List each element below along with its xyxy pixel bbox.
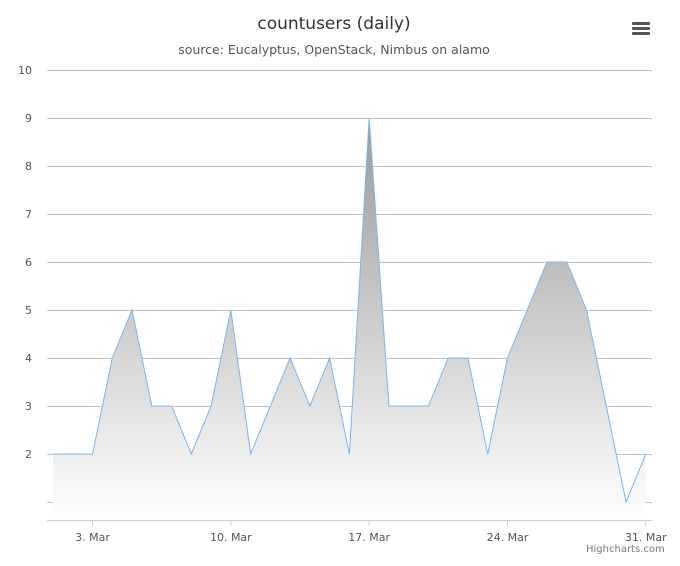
data-point[interactable] — [406, 403, 412, 409]
data-point[interactable] — [366, 115, 372, 121]
y-tick-label: 2 — [25, 448, 32, 461]
y-tick-label: 8 — [25, 160, 32, 173]
data-point[interactable] — [228, 307, 234, 313]
data-point[interactable] — [603, 403, 609, 409]
y-tick-label: 5 — [25, 304, 32, 317]
data-point[interactable] — [149, 403, 155, 409]
y-tick-label: 6 — [25, 256, 32, 269]
y-tick-label: 10 — [18, 64, 32, 77]
data-point[interactable] — [465, 355, 471, 361]
data-point[interactable] — [90, 451, 96, 457]
data-point[interactable] — [307, 403, 313, 409]
data-point[interactable] — [346, 451, 352, 457]
data-point[interactable] — [327, 355, 333, 361]
data-point[interactable] — [70, 451, 76, 457]
data-point[interactable] — [445, 355, 451, 361]
data-point[interactable] — [524, 307, 530, 313]
data-point[interactable] — [267, 403, 273, 409]
x-tick-label: 10. Mar — [210, 531, 252, 544]
data-point[interactable] — [169, 403, 175, 409]
y-tick-label: 3 — [25, 400, 32, 413]
x-tick-label: 17. Mar — [348, 531, 390, 544]
chart-title: countusers (daily) — [257, 14, 411, 34]
x-tick-label: 24. Mar — [487, 531, 529, 544]
data-point[interactable] — [188, 451, 194, 457]
x-tick-label: 31. Mar — [625, 531, 667, 544]
data-point[interactable] — [485, 451, 491, 457]
data-point[interactable] — [287, 355, 293, 361]
y-tick-label: 9 — [25, 112, 32, 125]
data-point[interactable] — [129, 307, 135, 313]
area-fill — [53, 118, 646, 520]
y-tick-label: 4 — [25, 352, 32, 365]
data-point[interactable] — [50, 451, 56, 457]
data-point[interactable] — [425, 403, 431, 409]
data-point[interactable] — [248, 451, 254, 457]
hamburger-menu-icon[interactable] — [628, 18, 654, 40]
y-tick-label: 7 — [25, 208, 32, 221]
data-point[interactable] — [623, 499, 629, 505]
series-line — [53, 117, 647, 504]
data-point[interactable] — [208, 403, 214, 409]
credits-link[interactable]: Highcharts.com — [586, 544, 665, 555]
data-point[interactable] — [643, 451, 649, 457]
x-tick-label: 3. Mar — [75, 531, 110, 544]
data-point[interactable] — [544, 259, 550, 265]
data-point[interactable] — [109, 355, 115, 361]
data-point[interactable] — [386, 403, 392, 409]
data-point[interactable] — [584, 307, 590, 313]
data-point[interactable] — [504, 355, 510, 361]
chart-subtitle: source: Eucalyptus, OpenStack, Nimbus on… — [178, 42, 490, 57]
data-point[interactable] — [564, 259, 570, 265]
